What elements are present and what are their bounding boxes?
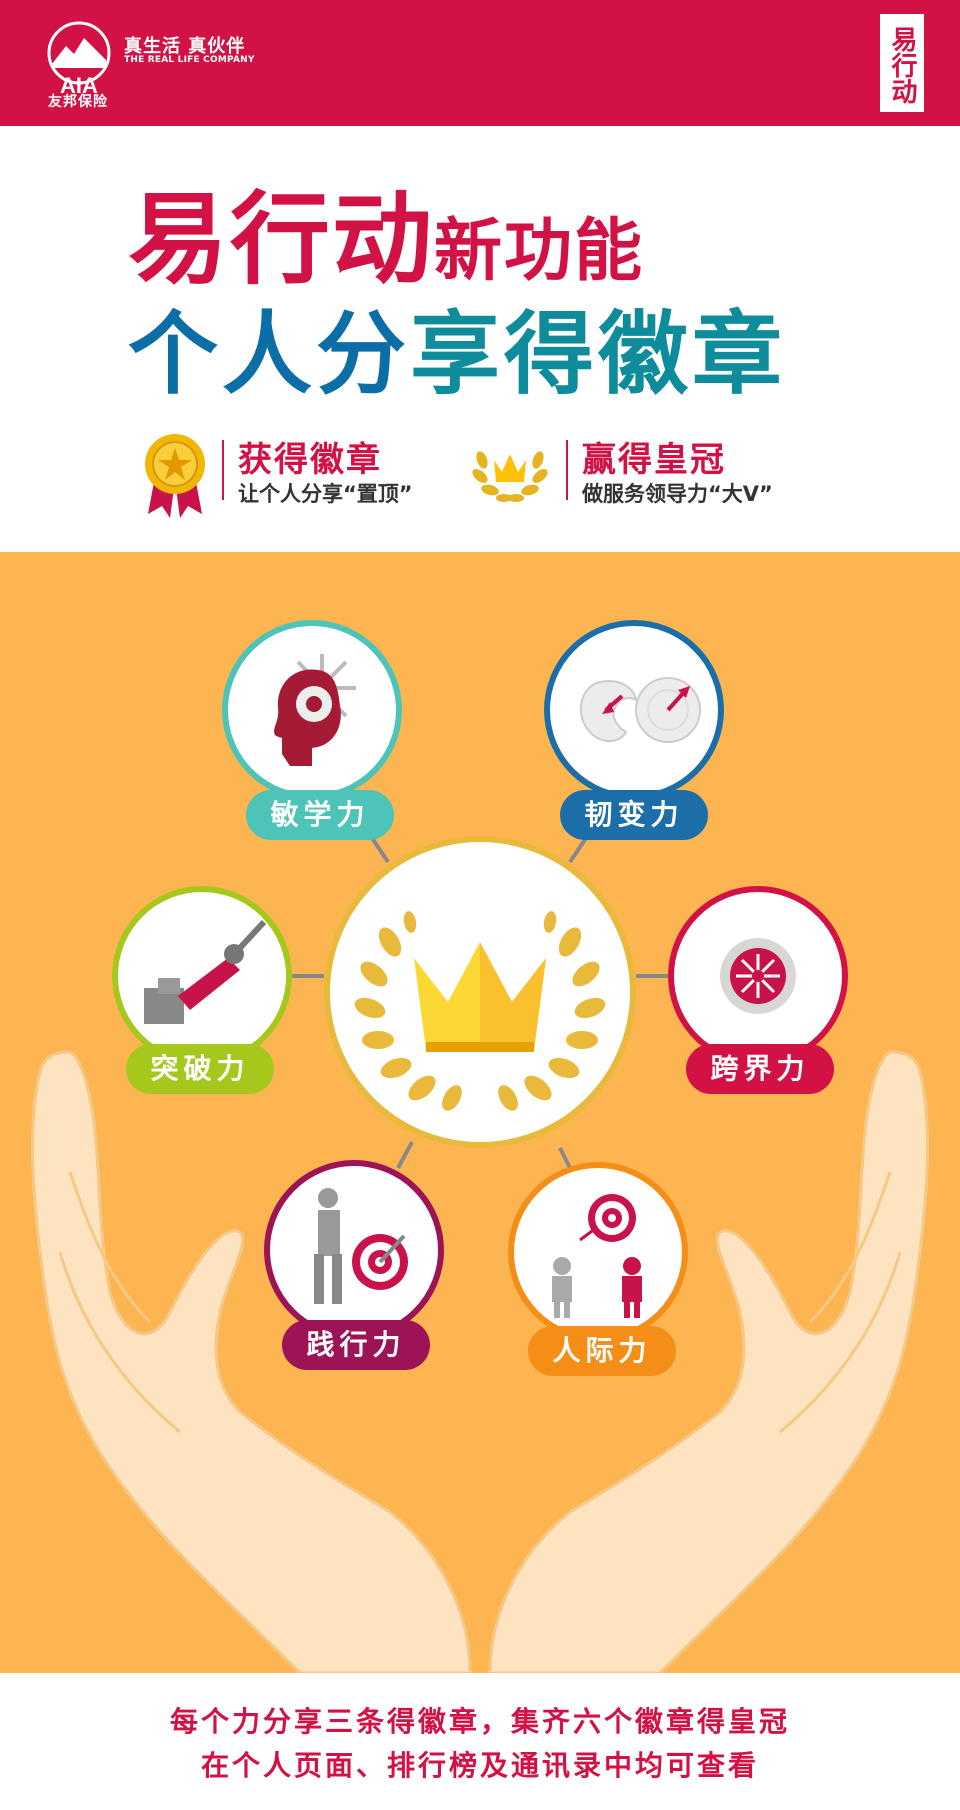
badge-label-minxueli: 敏学力	[246, 790, 394, 840]
feature-title: 获得徽章	[238, 440, 382, 480]
slogan-cn: 真生活 真伙伴	[124, 36, 246, 57]
title-main: 易行动	[128, 181, 434, 298]
slogan-en: THE REAL LIFE COMPANY	[124, 55, 255, 65]
target-walker-icon	[314, 1188, 408, 1304]
center-crown-circle	[324, 836, 636, 1148]
feature-desc: 让个人分享“置顶”	[238, 482, 413, 506]
header-bar: AIA 友邦保险 真生活 真伙伴 THE REAL LIFE COMPANY 易…	[0, 0, 960, 126]
feature-crown: 赢得皇冠 做服务领导力“大V”	[470, 428, 810, 518]
hands-illustration-icon	[31, 1050, 929, 1673]
badge-circle-jianxingli	[264, 1160, 444, 1340]
cross-border-icon	[720, 938, 796, 1014]
feature-desc: 做服务领导力“大V”	[582, 482, 773, 506]
badge-circle-tupoli	[112, 886, 292, 1066]
badge-circle-renbianli	[544, 620, 724, 800]
title-line2-part2: 享得徽章	[410, 302, 786, 407]
footer-line1: 每个力分享三条得徽章，集齐六个徽章得皇冠	[169, 1705, 790, 1738]
feature-badge: 获得徽章 让个人分享“置顶”	[140, 428, 460, 518]
badge-label-tupoli: 突破力	[126, 1044, 274, 1094]
page-title-line1: 易行动新功能	[128, 180, 644, 300]
transform-arrows-icon	[580, 677, 701, 743]
badge-circle-renjili	[508, 1162, 688, 1342]
company-name: 友邦保险	[48, 94, 108, 110]
breakthrough-icon	[144, 919, 267, 1024]
badge-circle-minxueli	[222, 620, 402, 800]
medal-icon	[145, 434, 205, 518]
logo-text: AIA	[60, 73, 98, 98]
feature-title: 赢得皇冠	[582, 440, 726, 480]
title-sub: 新功能	[434, 212, 645, 291]
crown-laurel-icon	[472, 451, 548, 502]
badge-label-renbianli: 韧变力	[560, 790, 708, 840]
people-network-icon	[552, 1194, 642, 1318]
crown-icon	[354, 911, 606, 1111]
footer-line2: 在个人页面、排行榜及通讯录中均可查看	[200, 1749, 759, 1782]
feature-divider	[222, 440, 224, 500]
head-gear-icon	[274, 654, 356, 766]
badge-label-kuajieli: 跨界力	[686, 1044, 834, 1094]
badge-label-renjili: 人际力	[528, 1326, 676, 1376]
page-title-line2: 个人分享得徽章	[128, 300, 786, 410]
feature-divider	[566, 440, 568, 500]
title-line2-part1: 个人分	[128, 302, 410, 407]
app-badge: 易行动	[880, 14, 924, 112]
aia-logo-icon: AIA	[47, 21, 111, 98]
badge-label-jianxingli: 践行力	[282, 1320, 430, 1370]
badge-circle-kuajieli	[668, 886, 848, 1066]
